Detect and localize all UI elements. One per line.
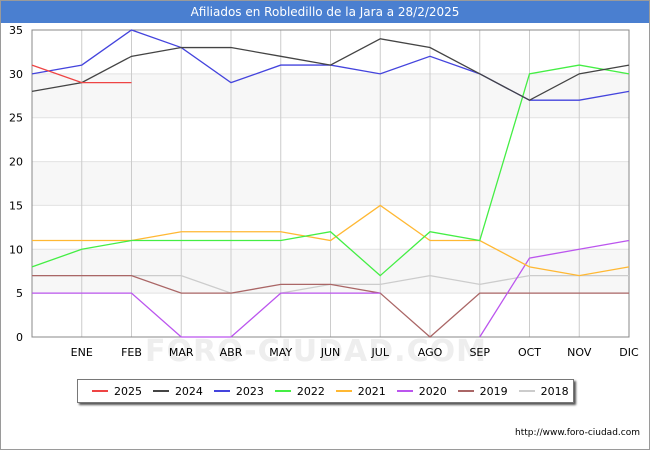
legend-swatch xyxy=(152,390,169,392)
x-tick-label: ENE xyxy=(71,346,93,359)
x-tick-label: NOV xyxy=(567,346,592,359)
legend-label: 2021 xyxy=(357,384,386,398)
y-tick-label: 15 xyxy=(9,199,23,212)
watermark: FORO-CIUDAD.COM xyxy=(145,334,487,369)
legend-label: 2019 xyxy=(479,384,508,398)
series-line-2022 xyxy=(31,64,630,277)
y-tick-label: 30 xyxy=(9,68,23,81)
legend-item-2021: 2021 xyxy=(335,380,386,402)
legend-swatch xyxy=(335,390,352,392)
series-line-2020 xyxy=(32,292,381,338)
x-tick-label: SEP xyxy=(469,346,490,359)
y-tick-label: 10 xyxy=(9,243,23,256)
legend-swatch xyxy=(213,390,230,392)
y-tick-label: 20 xyxy=(9,156,23,169)
x-tick-label: OCT xyxy=(518,346,541,359)
plot-border xyxy=(31,29,630,338)
legend-label: 2023 xyxy=(235,384,264,398)
series-line-2025 xyxy=(31,64,132,84)
legend-label: 2018 xyxy=(540,384,569,398)
legend-swatch xyxy=(92,390,108,392)
x-tick-label: JUN xyxy=(320,346,341,359)
series-line-2020 xyxy=(479,239,630,338)
legend-swatch xyxy=(396,390,413,392)
legend-item-2023: 2023 xyxy=(213,380,264,402)
legend-item-2022: 2022 xyxy=(274,380,325,402)
legend-item-2019: 2019 xyxy=(457,380,508,402)
y-tick-label: 0 xyxy=(16,331,23,344)
x-tick-label: FEB xyxy=(121,346,142,359)
x-tick-label: DIC xyxy=(619,346,639,359)
legend-label: 2022 xyxy=(296,384,325,398)
legend-item-2020: 2020 xyxy=(396,380,447,402)
y-tick-label: 25 xyxy=(9,112,23,125)
x-tick-label: MAY xyxy=(269,346,292,359)
legend: 2025 2024 2023 2022 2021 2020 2019 2018 xyxy=(77,379,574,403)
x-tick-label: MAR xyxy=(169,346,194,359)
legend-swatch xyxy=(274,390,291,392)
chart-title: Afiliados en Robledillo de la Jara a 28/… xyxy=(1,1,649,23)
series-line-2019 xyxy=(32,274,629,338)
x-tick-label: ABR xyxy=(220,346,243,359)
legend-swatch xyxy=(518,390,535,392)
x-tick-label: JUL xyxy=(371,346,390,359)
legend-item-2025: 2025 xyxy=(92,380,142,402)
legend-label: 2020 xyxy=(418,384,447,398)
legend-swatch xyxy=(457,390,474,392)
y-tick-label: 5 xyxy=(16,287,23,300)
legend-item-2018: 2018 xyxy=(518,380,569,402)
legend-label: 2024 xyxy=(174,384,203,398)
legend-item-2024: 2024 xyxy=(152,380,203,402)
y-tick-label: 35 xyxy=(9,24,23,37)
x-tick-label: AGO xyxy=(418,346,443,359)
series-line-2024 xyxy=(31,38,630,101)
source-link[interactable]: http://www.foro-ciudad.com xyxy=(515,428,640,438)
legend-label: 2025 xyxy=(114,384,142,398)
